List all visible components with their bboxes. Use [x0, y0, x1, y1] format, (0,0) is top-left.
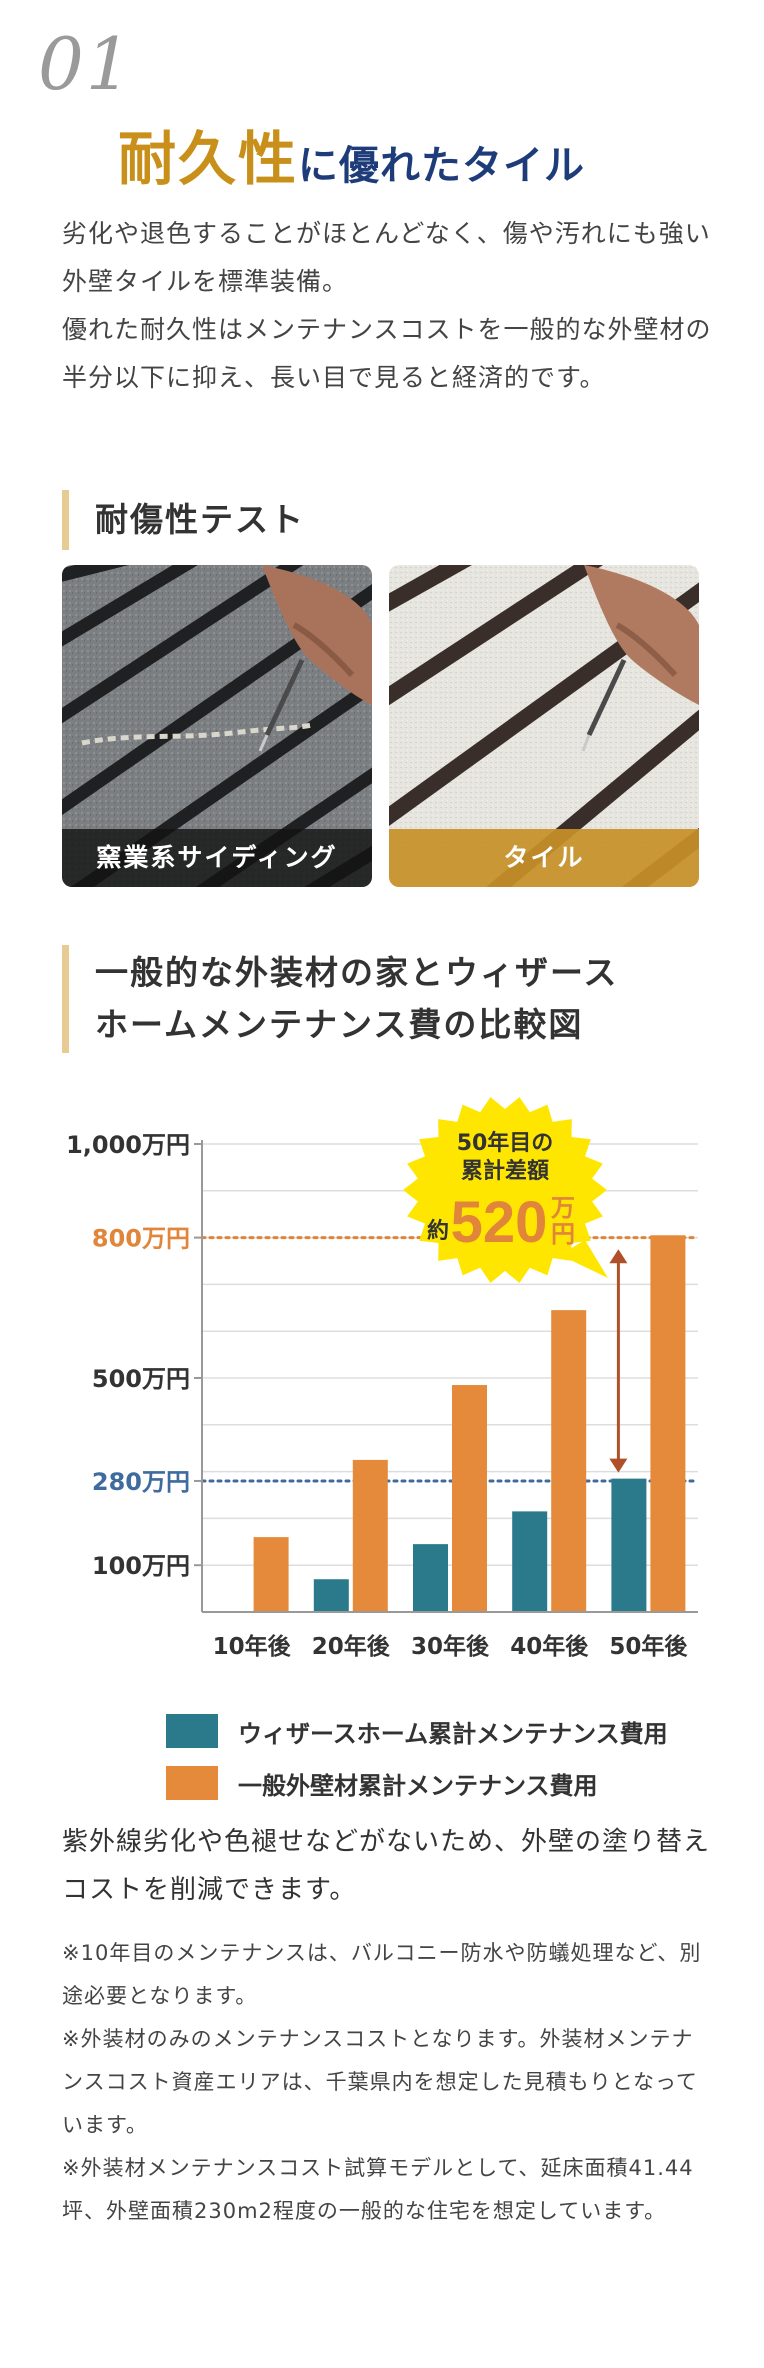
legend-label: 一般外壁材累計メンテナンス費用 — [238, 1771, 598, 1800]
legend-swatch-teal — [166, 1714, 218, 1748]
x-tick-label: 40年後 — [510, 1633, 589, 1660]
y-tick-label: 800万円 — [92, 1225, 190, 1253]
bar-general — [551, 1310, 587, 1612]
comparison-heading-line: 一般的な外装材の家とウィザース — [95, 953, 619, 992]
tile-test-photo: タイル — [389, 565, 699, 887]
legend-item-withers: ウィザースホーム累計メンテナンス費用 — [166, 1712, 668, 1750]
callout-tail — [560, 1240, 608, 1278]
x-tick-label: 50年後 — [609, 1633, 688, 1660]
summary-text: 紫外線劣化や色褪せなどがないため、外壁の塗り替えコストを削減できます。 — [62, 1827, 711, 1905]
y-tick-label: 100万円 — [92, 1552, 190, 1580]
callout-line2: 累計差額 — [461, 1158, 549, 1184]
bar-withers — [413, 1544, 448, 1612]
y-tick-label: 1,000万円 — [66, 1131, 190, 1159]
legend-item-general: 一般外壁材累計メンテナンス費用 — [166, 1764, 668, 1802]
title-rest: に優れたタイル — [298, 143, 586, 189]
footnote: ※10年目のメンテナンスは、バルコニー防水や防蟻処理など、別途必要となります。 — [62, 1941, 702, 2008]
callout-unit-bottom: 円 — [551, 1220, 575, 1248]
maintenance-cost-chart: 10年後 20年後 30年後 40年後 50年後 1,000万円 800万円 500万円 280… — [66, 1097, 700, 1660]
arrow-head-up — [609, 1249, 628, 1264]
footnote: ※外装材のみのメンテナンスコストとなります。外装材メンテナンスコスト資産エリアは… — [62, 2027, 698, 2137]
footnotes: ※10年目のメンテナンスは、バルコニー防水や防蟻処理など、別途必要となります。 … — [62, 1932, 712, 2233]
chart-legend: ウィザースホーム累計メンテナンス費用 一般外壁材累計メンテナンス費用 — [166, 1712, 668, 1816]
callout-amount: 520 — [451, 1190, 548, 1255]
siding-test-photo: 窯業系サイディング — [62, 565, 372, 887]
legend-swatch-orange — [166, 1766, 218, 1800]
bar-withers — [313, 1579, 349, 1612]
photo-caption: 窯業系サイディング — [62, 829, 372, 887]
photo-caption: タイル — [389, 829, 699, 887]
bar-withers — [512, 1511, 548, 1612]
bar-withers — [611, 1478, 647, 1612]
scratch-test-heading: 耐傷性テスト — [62, 490, 305, 550]
bar-general — [253, 1537, 289, 1612]
callout-unit-top: 万 — [551, 1194, 575, 1222]
page-title: 耐久性に優れたタイル — [118, 112, 585, 196]
title-emphasis: 耐久性 — [118, 125, 299, 193]
intro-text: 劣化や退色することがほとんどなく、傷や汚れにも強い外壁タイルを標準装備。 優れた… — [62, 210, 712, 402]
bar-general — [352, 1459, 388, 1612]
y-tick-label: 500万円 — [92, 1365, 190, 1393]
intro-paragraph: 劣化や退色することがほとんどなく、傷や汚れにも強い外壁タイルを標準装備。 — [62, 219, 711, 296]
y-tick-label: 280万円 — [92, 1468, 190, 1496]
bar-general — [452, 1385, 487, 1612]
bar-general — [650, 1235, 686, 1612]
x-tick-label: 10年後 — [213, 1633, 292, 1660]
arrow-head-down — [609, 1458, 628, 1473]
x-tick-label: 20年後 — [312, 1633, 391, 1660]
intro-paragraph: 優れた耐久性はメンテナンスコストを一般的な外壁材の半分以下に抑え、長い目で見ると… — [62, 315, 712, 392]
x-tick-label: 30年後 — [411, 1633, 490, 1660]
callout-line1: 50年目の — [457, 1130, 554, 1156]
callout-burst — [403, 1097, 607, 1283]
legend-label: ウィザースホーム累計メンテナンス費用 — [238, 1719, 668, 1748]
callout-prefix: 約 — [427, 1218, 449, 1244]
comparison-heading-line: ホームメンテナンス費の比較図 — [95, 1005, 584, 1044]
comparison-heading: 一般的な外装材の家とウィザース ホームメンテナンス費の比較図 — [62, 945, 618, 1053]
section-number: 01 — [38, 22, 134, 106]
footnote: ※外装材メンテナンスコスト試算モデルとして、延床面積41.44坪、外壁面積230… — [62, 2156, 694, 2223]
